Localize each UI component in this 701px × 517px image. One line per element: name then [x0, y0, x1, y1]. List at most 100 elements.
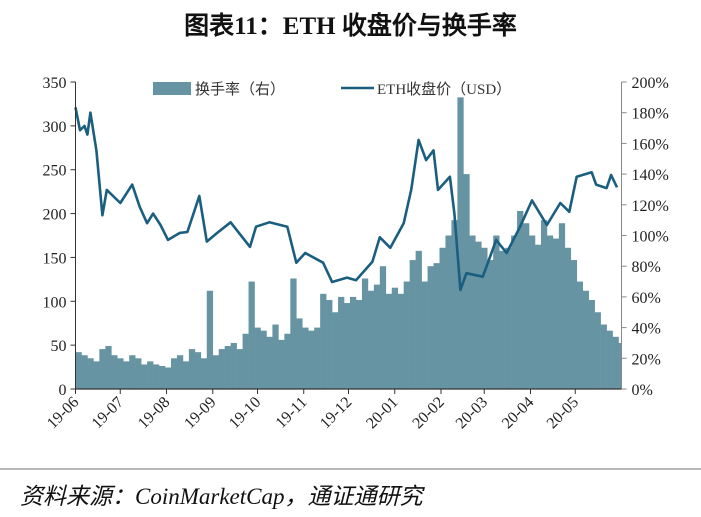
left-axis-tick-label: 350	[43, 75, 67, 92]
turnover-bar	[326, 299, 333, 389]
turnover-bar	[176, 355, 184, 389]
turnover-bar	[332, 312, 339, 389]
turnover-bar	[427, 266, 434, 389]
turnover-bar	[153, 364, 160, 389]
x-axis-tick-label: 19-11	[273, 394, 311, 432]
left-axis-tick-label: 100	[43, 294, 67, 311]
turnover-bar	[165, 367, 172, 389]
right-axis-tick-label: 160%	[632, 136, 669, 153]
turnover-bar	[117, 358, 124, 389]
turnover-bar	[272, 324, 279, 389]
turnover-bars	[75, 97, 622, 389]
right-axis-tick-label: 20%	[632, 351, 661, 368]
turnover-bar	[451, 220, 458, 389]
turnover-bar	[284, 333, 291, 389]
right-axis-tick-label: 120%	[632, 198, 669, 215]
turnover-bar	[558, 223, 566, 389]
turnover-bar	[147, 361, 154, 389]
turnover-bar	[236, 349, 243, 389]
turnover-bar	[469, 235, 476, 389]
left-axis-tick-label: 0	[59, 382, 67, 399]
turnover-bar	[582, 290, 589, 389]
turnover-bar	[230, 342, 237, 389]
turnover-bar	[290, 278, 297, 389]
turnover-bar	[600, 324, 607, 389]
turnover-bar	[481, 247, 488, 389]
turnover-bar	[87, 358, 94, 389]
turnover-bar	[552, 238, 560, 389]
x-axis-tick-label: 19-12	[317, 394, 355, 432]
turnover-bar	[182, 361, 190, 389]
turnover-bar	[194, 352, 202, 389]
turnover-bar	[361, 278, 369, 389]
turnover-bar	[314, 327, 321, 389]
turnover-bar	[612, 336, 619, 389]
right-axis-tick-label: 180%	[632, 106, 669, 123]
turnover-bar	[218, 349, 225, 389]
turnover-bar	[606, 330, 613, 389]
turnover-bar	[296, 318, 303, 389]
turnover-bar	[344, 303, 351, 389]
legend-price-label: ETH收盘价（USD）	[377, 80, 511, 98]
turnover-bar	[588, 299, 595, 389]
turnover-bar	[99, 349, 106, 389]
turnover-bar	[260, 330, 267, 389]
right-axis-tick-label: 0%	[632, 382, 653, 399]
right-axis-tick-label: 100%	[632, 229, 669, 246]
x-axis-tick-label: 19-10	[226, 394, 264, 432]
turnover-bar	[367, 290, 375, 389]
turnover-bar	[439, 247, 446, 389]
turnover-bar	[278, 339, 285, 389]
turnover-bar	[529, 235, 536, 389]
x-axis-tick-label: 20-03	[453, 394, 491, 432]
turnover-bar	[248, 281, 255, 389]
left-axis-tick-label: 250	[43, 163, 67, 180]
turnover-bar	[576, 281, 584, 389]
x-axis-tick-label: 19-08	[135, 394, 173, 432]
turnover-bar	[433, 263, 440, 389]
legend: 换手率（右） ETH收盘价（USD）	[153, 80, 511, 98]
turnover-bar	[141, 364, 148, 389]
turnover-bar	[212, 355, 220, 389]
x-axis-tick-label: 20-02	[409, 394, 447, 432]
turnover-bar	[493, 235, 500, 389]
turnover-bar	[338, 296, 345, 389]
turnover-bar	[242, 333, 249, 389]
turnover-bar	[93, 361, 100, 389]
turnover-bar	[403, 281, 410, 389]
turnover-bar	[564, 247, 572, 389]
turnover-bar	[355, 299, 363, 389]
turnover-bar	[224, 346, 231, 389]
right-axis-tick-label: 80%	[632, 259, 661, 276]
turnover-bar	[546, 235, 554, 389]
turnover-bar	[302, 327, 309, 389]
turnover-bar	[409, 260, 416, 389]
left-axis-tick-label: 150	[43, 250, 67, 267]
source-divider	[0, 468, 701, 470]
turnover-bar	[105, 346, 112, 389]
turnover-bar	[457, 97, 464, 389]
turnover-bar	[487, 260, 494, 389]
chart-title: 图表11：ETH 收盘价与换手率	[184, 13, 517, 40]
left-axis-tick-label: 50	[51, 338, 67, 355]
turnover-bar	[445, 235, 452, 389]
turnover-bar	[534, 244, 542, 389]
turnover-bar	[349, 296, 357, 389]
chart: 0 50 100 150 200 250 300 350 0% 20% 40% 60% 80% 100% 1…	[43, 75, 669, 432]
turnover-bar	[188, 349, 196, 389]
right-axis-tick-label: 40%	[632, 321, 661, 338]
turnover-bar	[111, 355, 118, 389]
right-axis-tick-label: 200%	[632, 75, 669, 92]
price-line	[74, 107, 619, 292]
turnover-bar	[373, 284, 381, 389]
turnover-bar	[308, 330, 315, 389]
turnover-bar	[511, 235, 518, 389]
turnover-bar	[75, 352, 82, 389]
legend-turnover-swatch	[153, 82, 191, 95]
turnover-bar	[129, 355, 136, 389]
turnover-bar	[517, 210, 524, 389]
turnover-bar	[200, 358, 208, 389]
source-note: 资料来源：CoinMarketCap，通证通研究	[20, 484, 423, 509]
turnover-bar	[266, 336, 273, 389]
turnover-bar	[570, 260, 578, 389]
